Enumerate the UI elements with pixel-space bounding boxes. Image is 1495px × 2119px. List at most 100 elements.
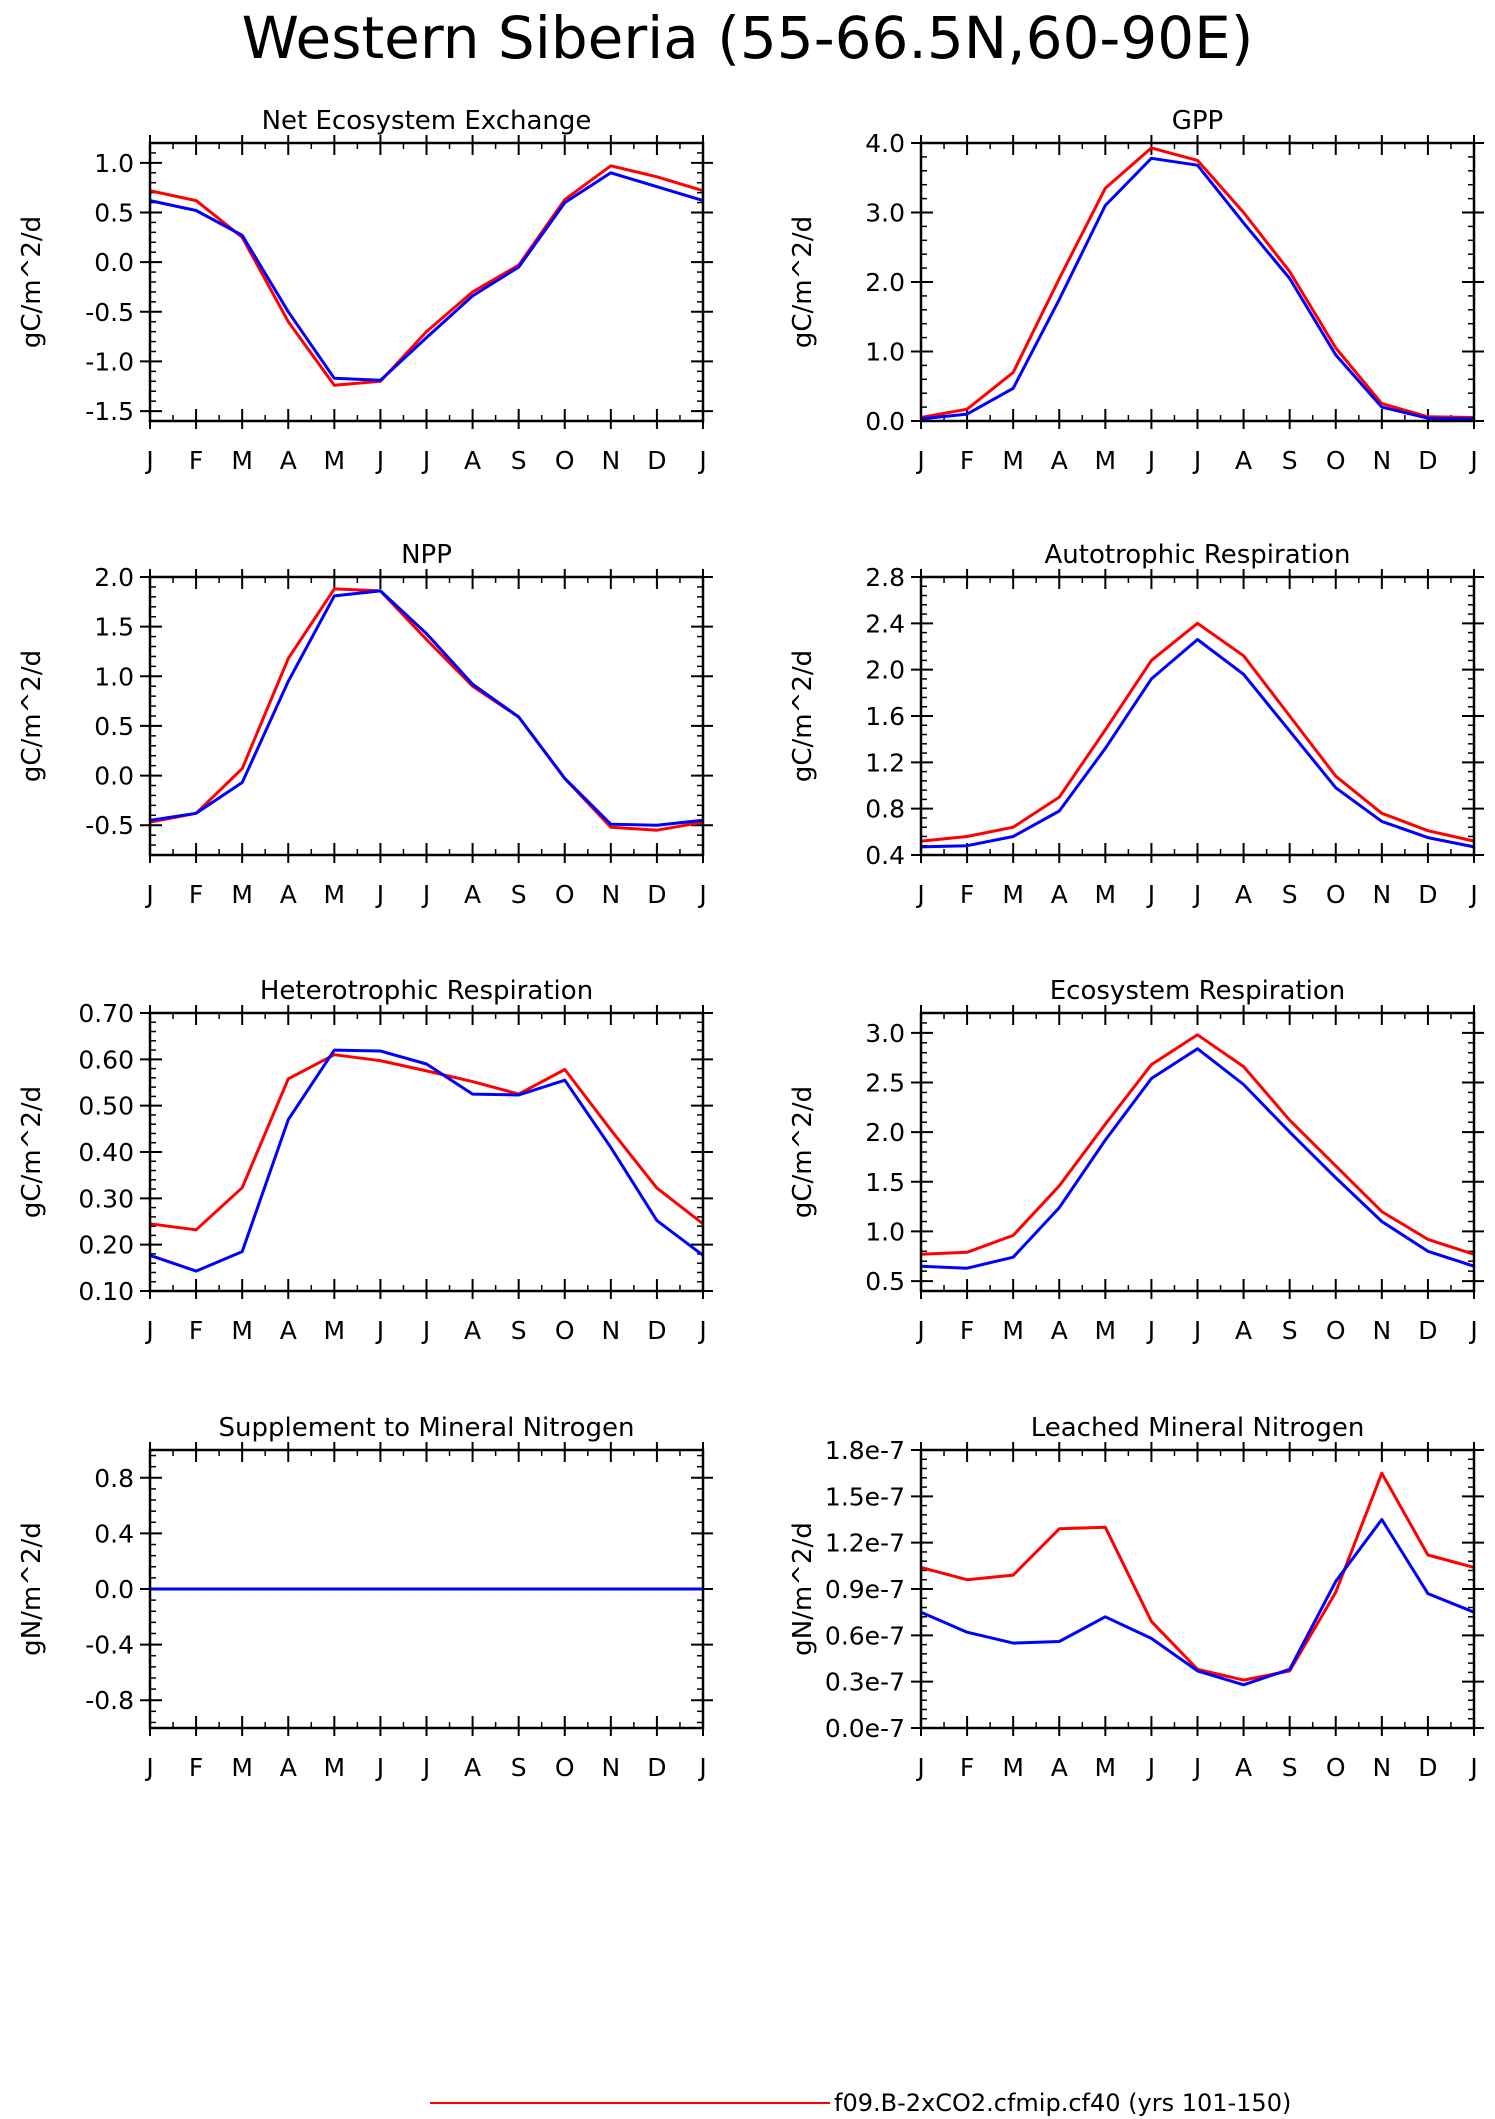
y-axis-label: gC/m^2/d xyxy=(17,216,47,348)
y-tick-label: 0.4 xyxy=(94,1519,134,1548)
panel-leached-mineral-nitrogen: Leached Mineral Nitrogen gN/m^2/d 0.0e-7 0.… xyxy=(788,1413,1484,1782)
series-line-blue xyxy=(149,171,704,382)
x-tick-label: A xyxy=(1051,1316,1068,1345)
x-tick-label: N xyxy=(1372,1753,1391,1782)
series-line-red xyxy=(920,1033,1475,1256)
x-tick-label: F xyxy=(189,1316,203,1345)
series-line-red xyxy=(149,164,704,387)
x-tick-label: D xyxy=(1418,880,1437,909)
x-tick-label: M xyxy=(1095,446,1117,475)
x-tick-label: O xyxy=(555,880,575,909)
series-line-red xyxy=(920,146,1475,419)
plot-frame xyxy=(148,575,705,857)
x-tick-label: O xyxy=(1326,1753,1346,1782)
x-tick-label: S xyxy=(511,446,527,475)
series-line-blue xyxy=(920,156,1475,421)
x-tick-label: J xyxy=(375,880,384,909)
plot-frame xyxy=(919,575,1476,857)
y-tick-label: 2.0 xyxy=(865,268,905,297)
series-line-blue xyxy=(920,1047,1475,1270)
legend: f09.B-2xCO2.cfmip.cf40 (yrs 101-150) xyxy=(430,2088,1490,2118)
x-tick-label: S xyxy=(1282,446,1298,475)
x-tick-label: F xyxy=(960,446,974,475)
series-line-blue xyxy=(920,638,1475,849)
panel-title: GPP xyxy=(1172,106,1224,136)
x-tick-label: N xyxy=(601,446,620,475)
y-tick-label: 0.40 xyxy=(78,1138,134,1167)
x-tick-label: A xyxy=(464,1753,481,1782)
x-tick-label: J xyxy=(915,1316,924,1345)
x-tick-label: S xyxy=(1282,1316,1298,1345)
y-tick-label: 0.0 xyxy=(94,1575,134,1604)
x-tick-label: S xyxy=(1282,1753,1298,1782)
x-tick-label: O xyxy=(1326,446,1346,475)
series-line-red xyxy=(149,587,704,832)
y-tick-label: 0.20 xyxy=(78,1231,134,1260)
legend-line-red xyxy=(430,2102,830,2104)
x-tick-label: J xyxy=(421,880,430,909)
plot-frame xyxy=(148,1448,705,1730)
x-tick-label: J xyxy=(1468,446,1477,475)
y-tick-label: 0.30 xyxy=(78,1184,134,1213)
x-tick-label: N xyxy=(1372,446,1391,475)
x-tick-label: A xyxy=(464,880,481,909)
y-tick-label: -0.5 xyxy=(85,811,134,840)
x-tick-label: M xyxy=(1002,880,1024,909)
y-axis-label: gN/m^2/d xyxy=(17,1522,47,1656)
x-tick-label: J xyxy=(697,446,706,475)
y-tick-label: 0.60 xyxy=(78,1045,134,1074)
y-tick-label: -0.8 xyxy=(85,1686,134,1715)
x-tick-label: M xyxy=(231,446,253,475)
x-tick-label: J xyxy=(915,446,924,475)
y-tick-label: 0.3e-7 xyxy=(825,1668,905,1697)
y-tick-label: 0.0e-7 xyxy=(825,1714,905,1743)
x-tick-label: O xyxy=(555,446,575,475)
y-tick-label: -1.5 xyxy=(85,397,134,426)
x-tick-label: F xyxy=(960,1316,974,1345)
x-tick-label: D xyxy=(647,880,666,909)
x-tick-label: J xyxy=(697,1753,706,1782)
y-tick-label: 3.0 xyxy=(865,199,905,228)
panel-ecosystem-respiration: Ecosystem Respiration gC/m^2/d 0.5 1.0 1.5 2.… xyxy=(788,976,1484,1345)
y-tick-label: 2.5 xyxy=(865,1069,905,1098)
panel-heterotrophic-respiration: Heterotrophic Respiration gC/m^2/d 0.10 0.2… xyxy=(17,976,713,1345)
y-tick-label: 1.8e-7 xyxy=(825,1436,905,1465)
x-tick-label: J xyxy=(1192,1753,1201,1782)
y-axis-label: gC/m^2/d xyxy=(788,1086,818,1218)
panel-title: Heterotrophic Respiration xyxy=(260,976,593,1006)
series-line-blue xyxy=(149,589,704,827)
x-tick-label: M xyxy=(1095,1316,1117,1345)
x-tick-label: A xyxy=(1235,1316,1252,1345)
y-tick-label: 0.9e-7 xyxy=(825,1575,905,1604)
x-tick-label: J xyxy=(421,1753,430,1782)
x-tick-label: J xyxy=(1192,880,1201,909)
x-tick-label: J xyxy=(1468,880,1477,909)
plot-frame xyxy=(919,1448,1476,1730)
y-tick-label: 1.5 xyxy=(865,1168,905,1197)
panel-title: Leached Mineral Nitrogen xyxy=(1031,1413,1365,1443)
y-tick-label: -1.0 xyxy=(85,347,134,376)
y-axis-label: gC/m^2/d xyxy=(788,216,818,348)
x-tick-label: A xyxy=(1235,1753,1252,1782)
y-tick-label: -0.5 xyxy=(85,298,134,327)
x-tick-label: M xyxy=(231,1753,253,1782)
x-tick-label: M xyxy=(1095,880,1117,909)
y-tick-label: 0.8 xyxy=(865,795,905,824)
x-tick-label: A xyxy=(280,1753,297,1782)
x-tick-label: J xyxy=(1192,446,1201,475)
series-line-red xyxy=(920,621,1475,843)
x-tick-label: F xyxy=(960,1753,974,1782)
panel-title: NPP xyxy=(401,540,452,570)
x-tick-label: A xyxy=(1235,880,1252,909)
x-tick-label: J xyxy=(915,880,924,909)
x-tick-label: J xyxy=(144,1753,153,1782)
x-tick-label: O xyxy=(1326,1316,1346,1345)
y-tick-label: 1.0 xyxy=(865,1217,905,1246)
y-tick-label: 0.4 xyxy=(865,841,905,870)
x-tick-label: N xyxy=(601,1753,620,1782)
x-tick-label: A xyxy=(1051,446,1068,475)
x-tick-label: J xyxy=(697,880,706,909)
x-tick-label: N xyxy=(601,1316,620,1345)
